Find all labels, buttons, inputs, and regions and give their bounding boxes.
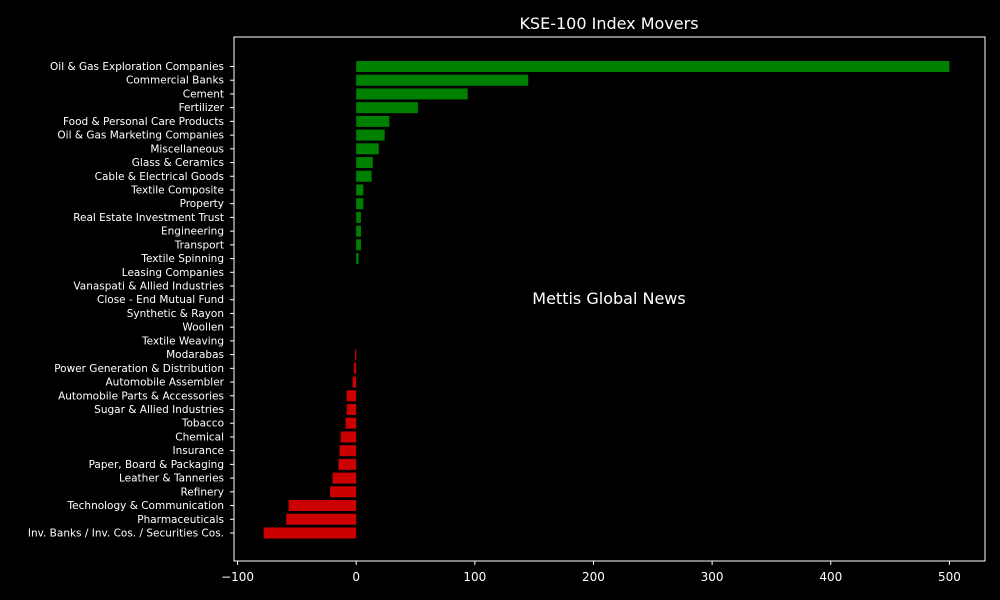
bar <box>353 362 357 374</box>
category-label: Cement <box>183 88 224 100</box>
bar <box>330 486 357 498</box>
bar <box>339 445 357 457</box>
category-label: Textile Spinning <box>140 253 224 265</box>
bar <box>346 390 357 402</box>
category-label: Vanaspati & Allied Industries <box>73 281 224 293</box>
bar <box>352 376 357 388</box>
bar <box>338 458 357 470</box>
category-label: Glass & Ceramics <box>132 157 224 169</box>
bar <box>356 211 361 223</box>
x-tick-label: −100 <box>221 570 254 584</box>
category-label: Real Estate Investment Trust <box>73 212 224 224</box>
x-tick-label: 200 <box>582 570 605 584</box>
x-tick-label: 0 <box>352 570 360 584</box>
bar <box>356 115 390 127</box>
bar <box>288 500 357 512</box>
category-label: Sugar & Allied Industries <box>94 404 224 416</box>
bar <box>263 527 357 539</box>
bar <box>355 349 357 361</box>
category-label: Transport <box>174 239 224 251</box>
category-label: Cable & Electrical Goods <box>95 171 224 183</box>
category-label: Pharmaceuticals <box>137 514 224 526</box>
bar <box>340 431 357 443</box>
bar <box>286 513 357 525</box>
category-label: Close - End Mutual Fund <box>97 294 224 306</box>
x-tick-label: 400 <box>819 570 842 584</box>
category-label: Commercial Banks <box>126 75 224 87</box>
category-label: Insurance <box>172 445 224 457</box>
bar <box>356 102 418 114</box>
category-label: Synthetic & Rayon <box>127 308 224 320</box>
bar <box>356 143 379 155</box>
category-labels: Oil & Gas Exploration Companies Commercia… <box>28 61 234 539</box>
category-label: Automobile Parts & Accessories <box>58 390 224 402</box>
bar <box>356 74 529 86</box>
bar <box>356 88 468 100</box>
category-label: Leather & Tanneries <box>119 473 224 485</box>
bar <box>345 417 357 429</box>
plot-frame <box>233 36 986 562</box>
bar <box>356 239 361 251</box>
x-tick-label: 100 <box>463 570 486 584</box>
category-label: Oil & Gas Exploration Companies <box>50 61 224 73</box>
category-label: Fertilizer <box>179 102 225 114</box>
category-label: Miscellaneous <box>150 143 224 155</box>
category-label: Automobile Assembler <box>106 377 225 389</box>
bar <box>346 404 357 415</box>
category-label: Paper, Board & Packaging <box>89 459 224 471</box>
category-label: Refinery <box>180 486 224 498</box>
bar <box>356 170 372 182</box>
chart-title: KSE-100 Index Movers <box>519 14 698 33</box>
category-label: Modarabas <box>166 349 224 361</box>
category-label: Textile Composite <box>130 184 224 196</box>
x-axis: −100 0 100 200 300 400 500 <box>221 561 961 584</box>
category-label: Power Generation & Distribution <box>54 363 224 375</box>
bar <box>356 129 385 141</box>
bar <box>332 472 357 484</box>
category-label: Leasing Companies <box>122 267 224 279</box>
bar <box>356 184 364 196</box>
watermark-text: Mettis Global News <box>532 289 685 308</box>
x-tick-label: 300 <box>701 570 724 584</box>
category-label: Oil & Gas Marketing Companies <box>57 130 224 142</box>
category-label: Engineering <box>161 226 224 238</box>
category-label: Technology & Communication <box>67 500 224 512</box>
bar <box>356 157 373 169</box>
category-label: Inv. Banks / Inv. Cos. / Securities Cos. <box>28 527 224 539</box>
bar <box>356 225 361 237</box>
category-label: Woollen <box>182 322 224 334</box>
bars-group <box>263 61 950 539</box>
x-tick-label: 500 <box>938 570 961 584</box>
category-label: Tobacco <box>181 418 224 430</box>
bar <box>356 253 359 265</box>
category-label: Food & Personal Care Products <box>63 116 224 128</box>
bar <box>356 61 950 72</box>
category-label: Textile Weaving <box>141 335 224 347</box>
category-label: Property <box>180 198 224 210</box>
bar <box>356 198 364 210</box>
category-label: Chemical <box>175 431 224 443</box>
